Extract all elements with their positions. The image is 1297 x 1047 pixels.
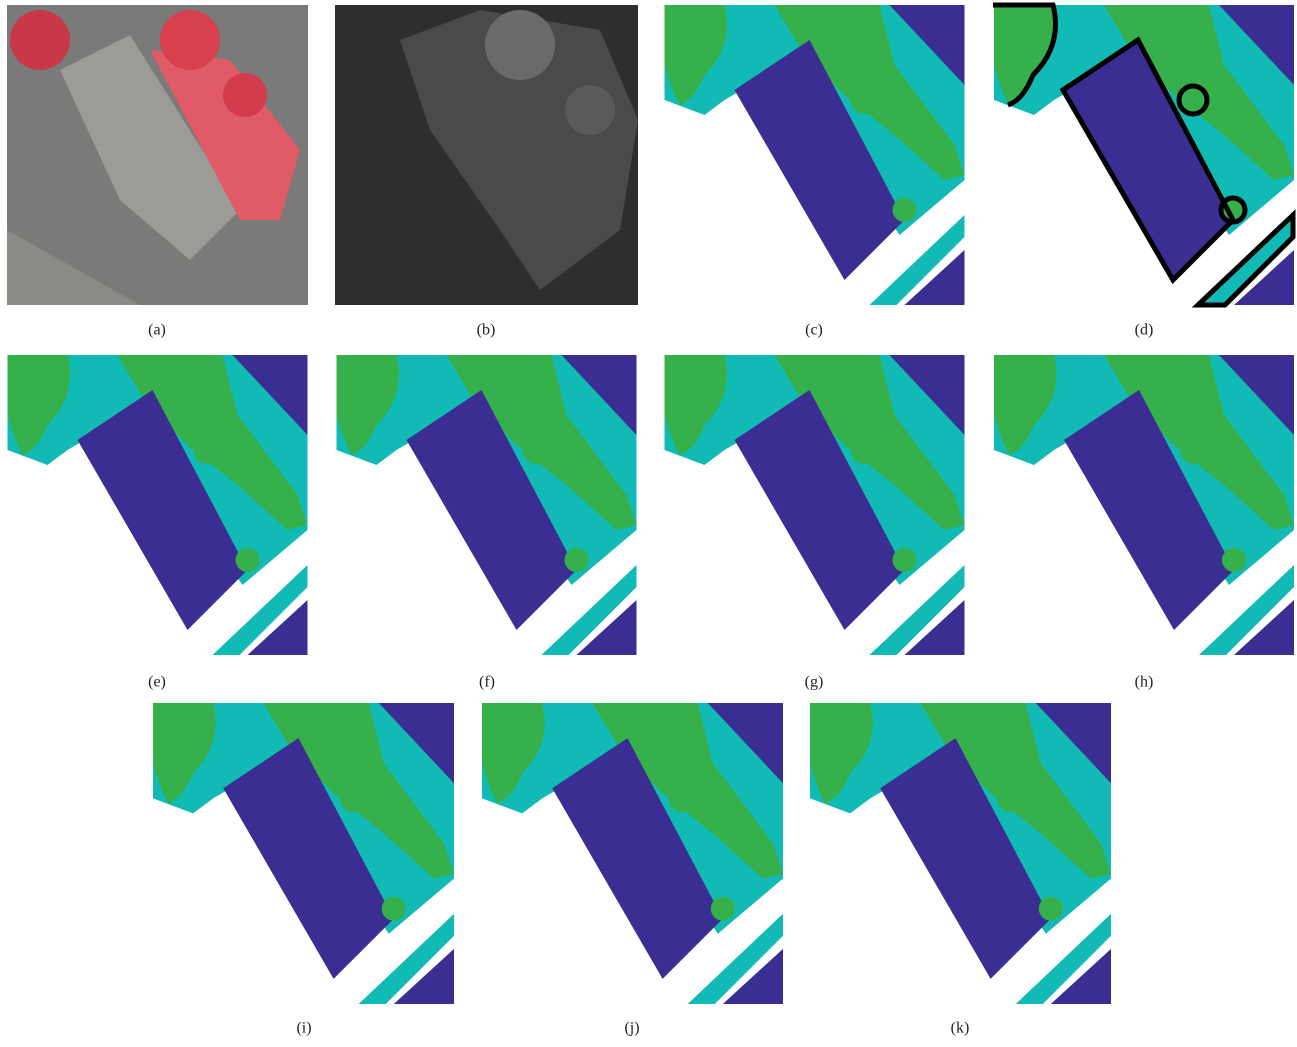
panel-label: (f) [479,674,495,691]
panel-label: (k) [951,1020,970,1037]
segmentation-map [482,703,783,1004]
ground-truth [993,5,1294,305]
panel-label: (j) [624,1020,639,1037]
segmentation-map [153,703,454,1004]
panel-label: (d) [1135,322,1154,339]
panel-label: (c) [805,322,823,339]
panel-label: (e) [148,674,166,691]
panel-label: (g) [805,674,824,691]
segmentation-map [810,703,1111,1004]
segmentation-map [994,355,1294,655]
segmentation-map [8,355,308,655]
panel-label: (a) [148,322,166,339]
segmentation-map [337,355,637,655]
aerial-image [7,5,308,305]
segmentation-map [665,355,965,655]
figure: (a) (b) (c) (d) (e) (f) (g) (h) (i) (j) … [0,0,1297,1042]
segmentation-map [665,5,965,305]
panel-label: (h) [1135,674,1154,691]
depth-image [335,5,638,305]
panel-label: (b) [477,322,496,339]
panel-label: (i) [296,1020,311,1037]
